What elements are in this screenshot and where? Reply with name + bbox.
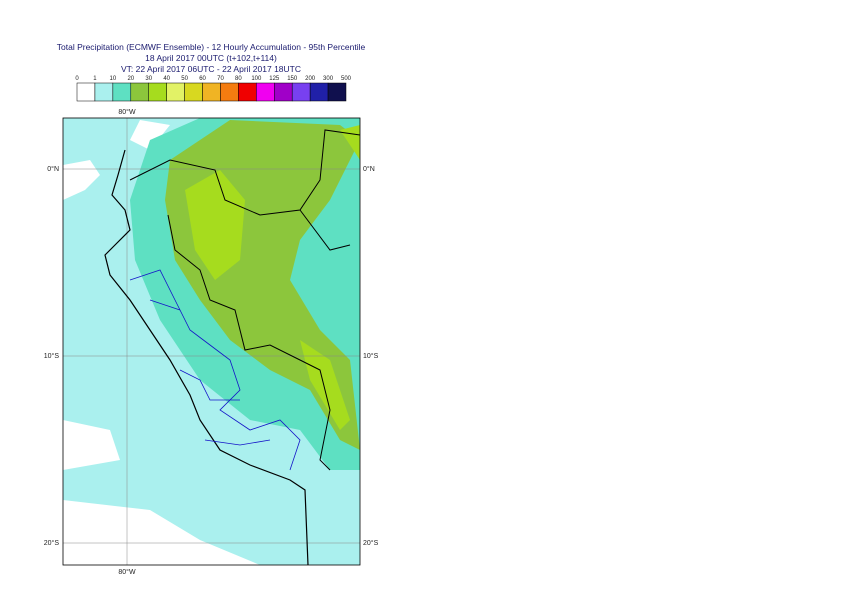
legend-tick-label: 300 [323, 76, 334, 82]
legend-swatch [166, 82, 185, 102]
legend-swatch [327, 82, 347, 102]
legend-swatch [76, 82, 96, 102]
legend-tick-label: 500 [341, 76, 352, 82]
legend-swatch [291, 82, 311, 102]
legend-tick-label: 50 [181, 76, 188, 82]
legend-tick-label: 100 [251, 76, 262, 82]
legend-swatch [184, 82, 203, 102]
legend: 0 1 10 20 30 40 50 60 70 80 100 125 150 200 300 500 [75, 76, 352, 102]
map [63, 118, 360, 565]
valid-time: VT: 22 April 2017 06UTC - 22 April 2017 … [121, 64, 301, 74]
legend-tick-label: 30 [145, 76, 152, 82]
map-frame [62, 117, 361, 566]
legend-tick-label: 1 [93, 76, 97, 82]
legend-tick-label: 150 [287, 76, 298, 82]
lon-label: 80°W [118, 568, 136, 576]
legend-tick-label: 60 [199, 76, 206, 82]
lat-label: 0°N [363, 165, 375, 173]
legend-tick-label: 125 [269, 76, 280, 82]
lon-label: 80°W [118, 108, 136, 116]
legend-swatch [94, 82, 114, 102]
legend-swatch [274, 82, 293, 102]
legend-tick-label: 20 [127, 76, 134, 82]
border [167, 214, 331, 471]
legend-tick-label: 40 [163, 76, 170, 82]
coastline [104, 149, 309, 565]
legend-swatch [309, 82, 329, 102]
subtitle: 18 April 2017 00UTC (t+102,t+114) [145, 53, 277, 63]
lat-label: 0°N [47, 165, 59, 173]
legend-swatch [148, 82, 167, 102]
legend-tick-label: 80 [235, 76, 242, 82]
legend-swatch [112, 82, 132, 102]
legend-swatch [130, 82, 149, 102]
admin-border [129, 269, 301, 471]
legend-swatch [202, 82, 221, 102]
title: Total Precipitation (ECMWF Ensemble) - 1… [57, 42, 366, 52]
legend-tick-label: 200 [305, 76, 316, 82]
legend-swatch [256, 82, 275, 102]
legend-swatch [220, 82, 239, 102]
lat-label: 20°S [44, 539, 60, 547]
lat-labels: 0°N 0°N 10°S 10°S 20°S 20°S [44, 165, 379, 547]
border [129, 129, 360, 251]
legend-tick-label: 70 [217, 76, 224, 82]
lat-label: 20°S [363, 539, 379, 547]
legend-tick-label: 0 [75, 76, 79, 82]
lat-label: 10°S [363, 352, 379, 360]
legend-swatch [238, 82, 257, 102]
lat-label: 10°S [44, 352, 60, 360]
dry-area [63, 120, 260, 565]
legend-tick-label: 10 [110, 76, 117, 82]
